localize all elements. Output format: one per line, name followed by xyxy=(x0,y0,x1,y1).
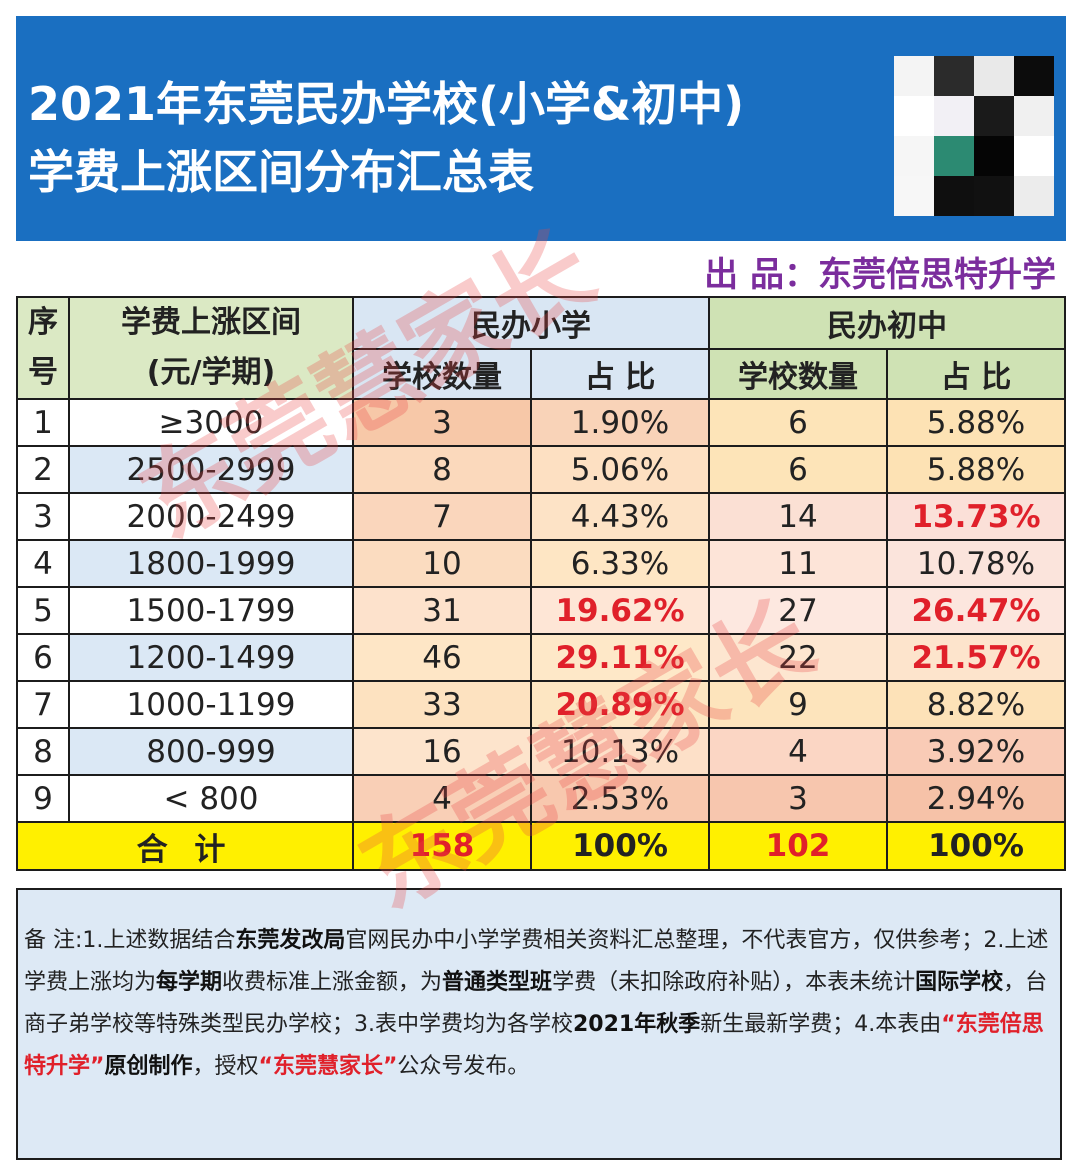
total-label: 合 计 xyxy=(16,821,354,871)
primary-count: 4 xyxy=(352,774,532,823)
primary-ratio: 29.11% xyxy=(530,633,710,682)
middle-ratio: 8.82% xyxy=(886,680,1066,729)
row-index: 8 xyxy=(16,727,70,776)
middle-count: 6 xyxy=(708,445,888,494)
primary-ratio: 2.53% xyxy=(530,774,710,823)
table-row: 7 1000-1199 33 20.89% 9 8.82% xyxy=(16,680,1066,729)
table-row: 9 < 800 4 2.53% 3 2.94% xyxy=(16,774,1066,823)
row-index: 7 xyxy=(16,680,70,729)
primary-ratio: 5.06% xyxy=(530,445,710,494)
title-line-2: 学费上涨区间分布汇总表 xyxy=(28,145,534,199)
middle-ratio: 5.88% xyxy=(886,398,1066,447)
tuition-increase-table: 序号 学费上涨区间 (元/学期) 民办小学 民办初中 学校数量 占 比 学校数量 … xyxy=(16,295,1066,871)
row-range: < 800 xyxy=(68,774,354,823)
header-primary-count: 学校数量 xyxy=(352,348,532,400)
total-primary-count: 158 xyxy=(352,821,532,871)
header-middle-school: 民办初中 xyxy=(708,295,1066,351)
row-index: 3 xyxy=(16,492,70,541)
middle-count: 4 xyxy=(708,727,888,776)
primary-ratio: 6.33% xyxy=(530,539,710,588)
primary-ratio: 20.89% xyxy=(530,680,710,729)
middle-count: 27 xyxy=(708,586,888,635)
header-primary-school: 民办小学 xyxy=(352,295,710,351)
row-index: 4 xyxy=(16,539,70,588)
middle-count: 9 xyxy=(708,680,888,729)
producer-credit: 出 品：东莞倍思特升学 xyxy=(704,255,1056,295)
primary-count: 8 xyxy=(352,445,532,494)
header-primary-ratio: 占 比 xyxy=(530,348,710,400)
primary-count: 31 xyxy=(352,586,532,635)
middle-ratio: 21.57% xyxy=(886,633,1066,682)
notes-box: 备 注:1.上述数据结合东莞发改局官网民办中小学学费相关资料汇总整理，不代表官方… xyxy=(16,888,1062,1160)
primary-ratio: 4.43% xyxy=(530,492,710,541)
row-index: 2 xyxy=(16,445,70,494)
table-row: 2 2500-2999 8 5.06% 6 5.88% xyxy=(16,445,1066,494)
row-range: 1500-1799 xyxy=(68,586,354,635)
header-index: 序号 xyxy=(16,296,70,400)
title-line-1: 2021年东莞民办学校(小学&初中) xyxy=(28,77,745,131)
middle-ratio: 26.47% xyxy=(886,586,1066,635)
primary-count: 10 xyxy=(352,539,532,588)
primary-count: 33 xyxy=(352,680,532,729)
middle-count: 22 xyxy=(708,633,888,682)
row-range: 800-999 xyxy=(68,727,354,776)
middle-ratio: 3.92% xyxy=(886,727,1066,776)
header-middle-ratio: 占 比 xyxy=(886,348,1066,400)
middle-ratio: 13.73% xyxy=(886,492,1066,541)
total-middle-count: 102 xyxy=(708,821,888,871)
table-row: 1 ≥3000 3 1.90% 6 5.88% xyxy=(16,398,1066,447)
row-index: 5 xyxy=(16,586,70,635)
row-range: ≥3000 xyxy=(68,398,354,447)
header-range: 学费上涨区间 (元/学期) xyxy=(68,296,354,400)
middle-count: 11 xyxy=(708,539,888,588)
table-row: 8 800-999 16 10.13% 4 3.92% xyxy=(16,727,1066,776)
table-row: 4 1800-1999 10 6.33% 11 10.78% xyxy=(16,539,1066,588)
row-range: 1200-1499 xyxy=(68,633,354,682)
row-index: 6 xyxy=(16,633,70,682)
row-range: 1800-1999 xyxy=(68,539,354,588)
row-range: 1000-1199 xyxy=(68,680,354,729)
primary-ratio: 10.13% xyxy=(530,727,710,776)
middle-count: 14 xyxy=(708,492,888,541)
primary-count: 3 xyxy=(352,398,532,447)
middle-count: 3 xyxy=(708,774,888,823)
qr-code-image xyxy=(894,56,1054,216)
table-row: 6 1200-1499 46 29.11% 22 21.57% xyxy=(16,633,1066,682)
primary-count: 7 xyxy=(352,492,532,541)
total-middle-ratio: 100% xyxy=(886,821,1066,871)
row-range: 2500-2999 xyxy=(68,445,354,494)
middle-ratio: 10.78% xyxy=(886,539,1066,588)
primary-count: 46 xyxy=(352,633,532,682)
total-row: 合 计 158 100% 102 100% xyxy=(16,821,1066,871)
primary-count: 16 xyxy=(352,727,532,776)
total-primary-ratio: 100% xyxy=(530,821,710,871)
row-range: 2000-2499 xyxy=(68,492,354,541)
notes-text: 备 注:1.上述数据结合东莞发改局官网民办中小学学费相关资料汇总整理，不代表官方… xyxy=(24,928,1049,1079)
table-row: 3 2000-2499 7 4.43% 14 13.73% xyxy=(16,492,1066,541)
primary-ratio: 1.90% xyxy=(530,398,710,447)
title-banner: 2021年东莞民办学校(小学&初中) 学费上涨区间分布汇总表 xyxy=(16,16,1066,241)
primary-ratio: 19.62% xyxy=(530,586,710,635)
middle-ratio: 2.94% xyxy=(886,774,1066,823)
header-middle-count: 学校数量 xyxy=(708,348,888,400)
middle-ratio: 5.88% xyxy=(886,445,1066,494)
row-index: 9 xyxy=(16,774,70,823)
middle-count: 6 xyxy=(708,398,888,447)
table-row: 5 1500-1799 31 19.62% 27 26.47% xyxy=(16,586,1066,635)
row-index: 1 xyxy=(16,398,70,447)
